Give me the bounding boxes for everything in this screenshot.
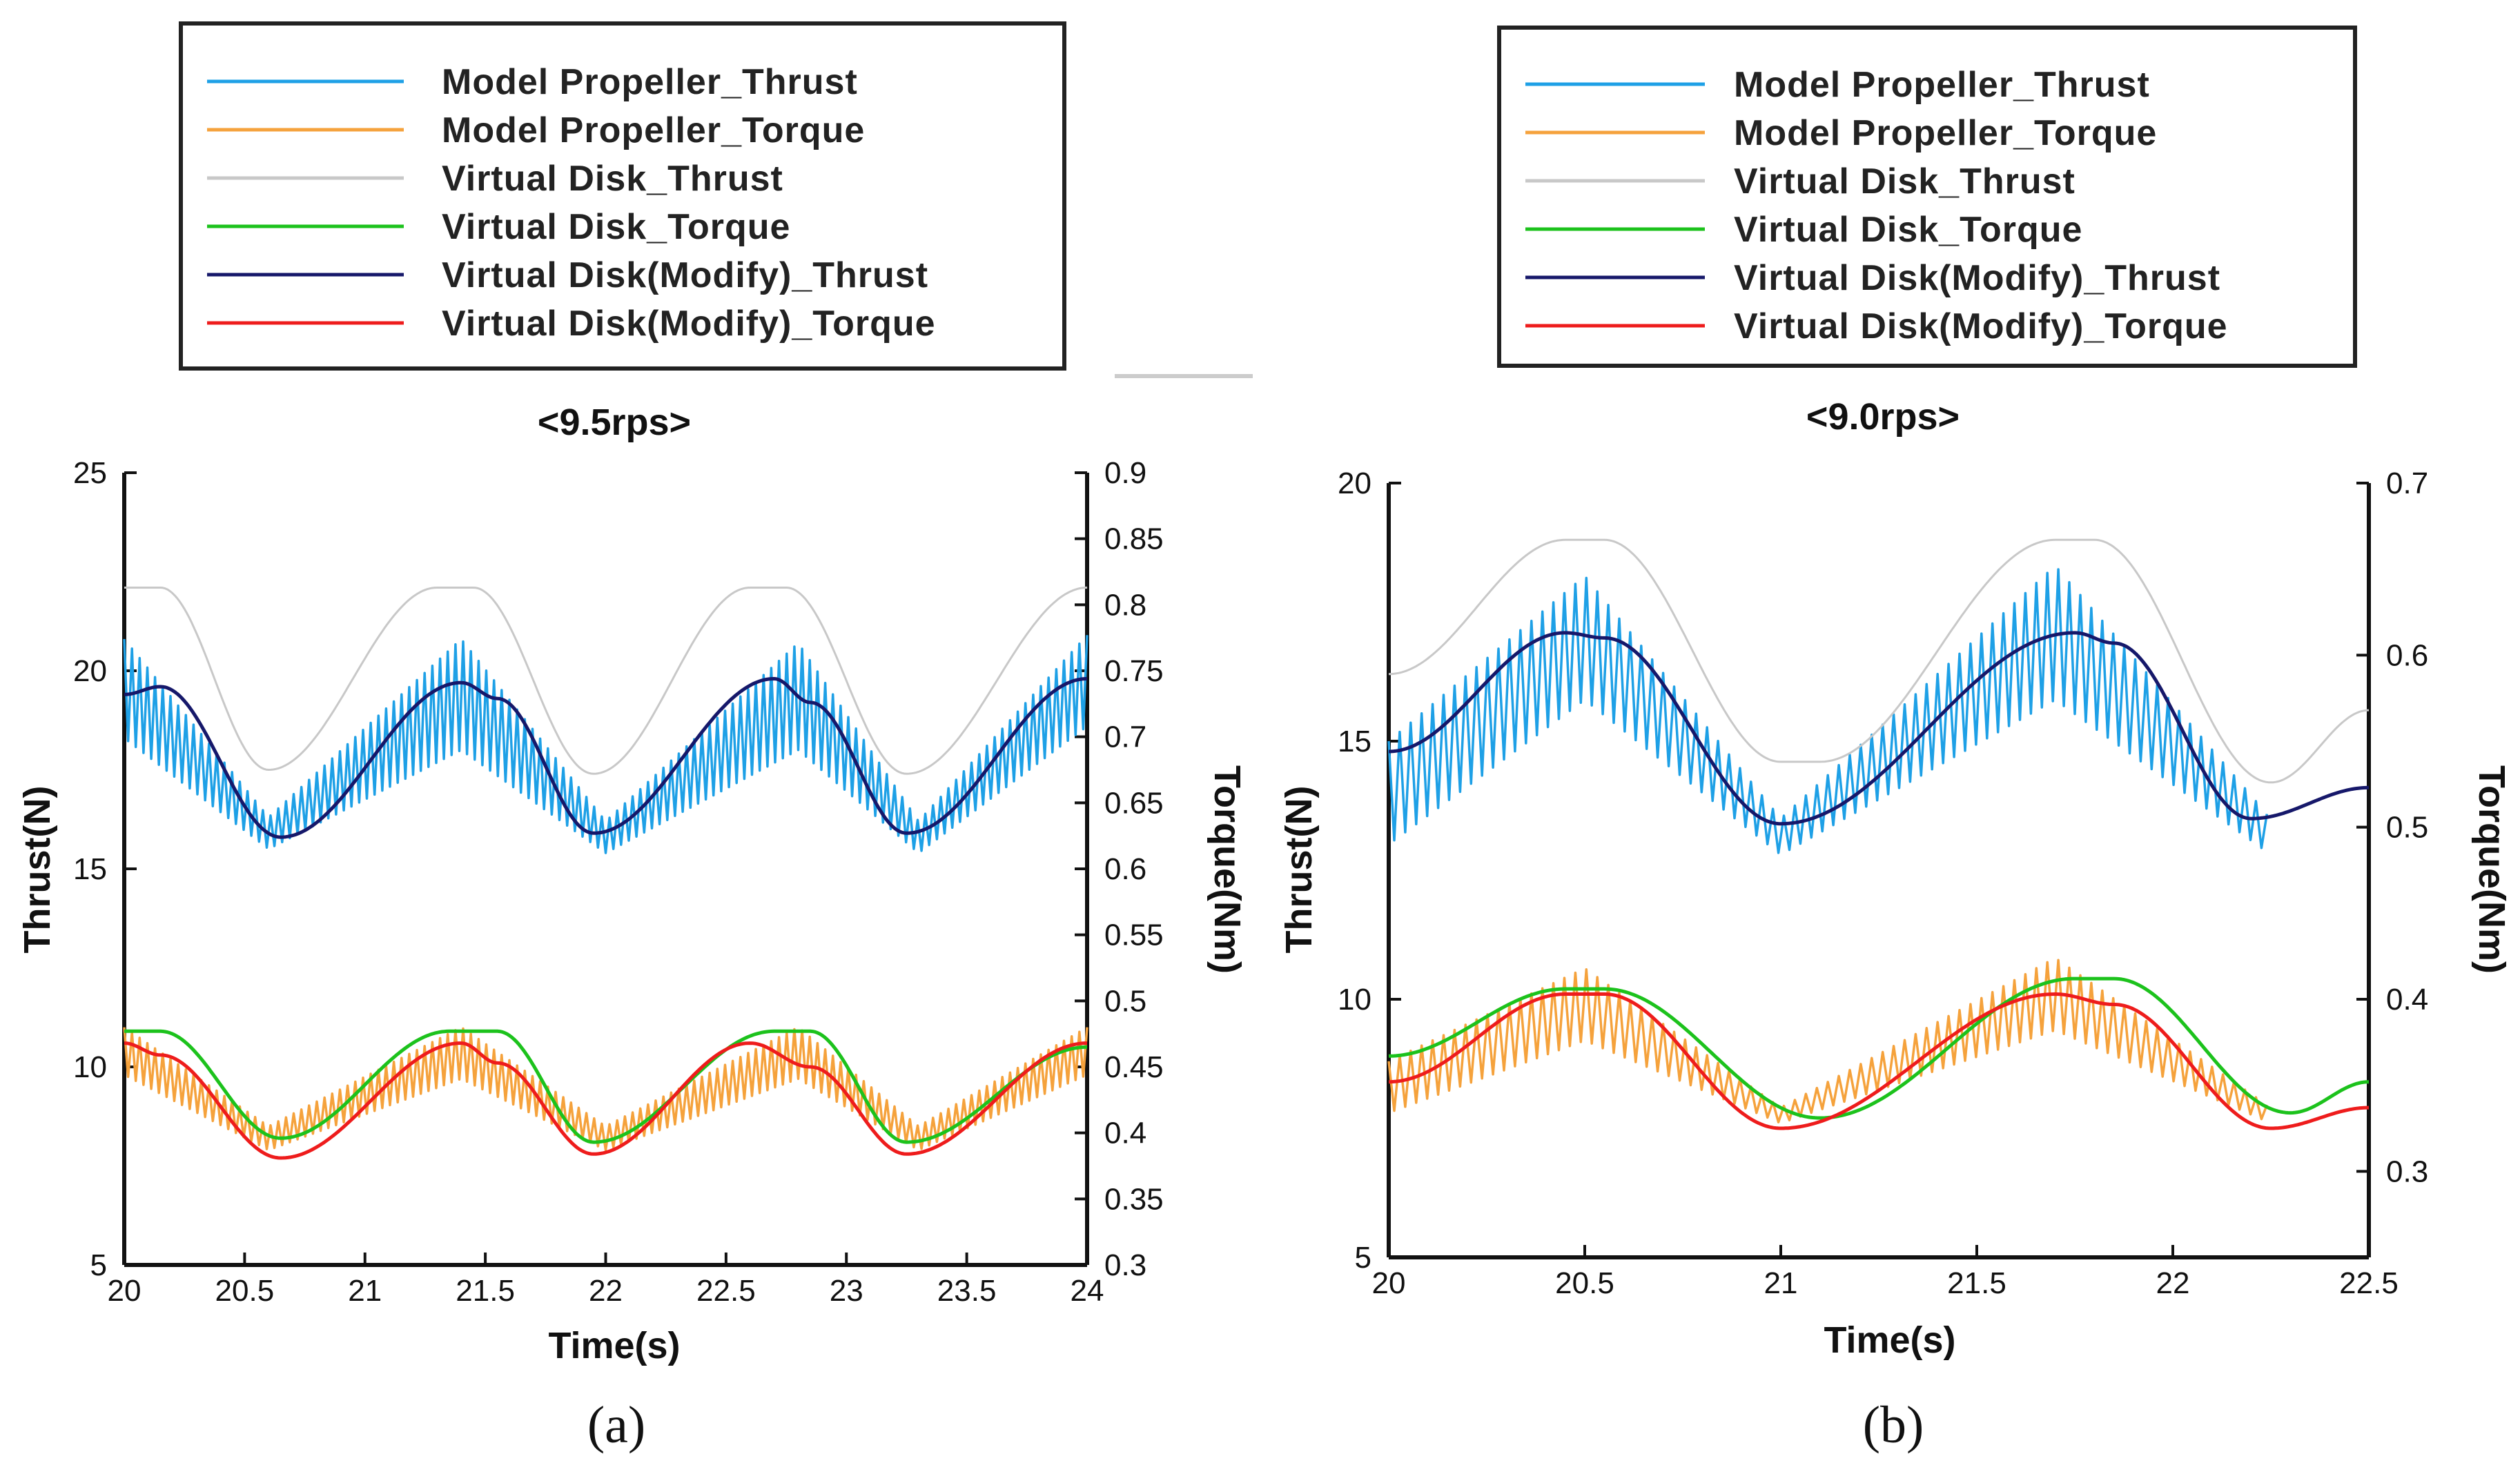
legend-label-b-4: Virtual Disk(Modify)_Thrust — [1734, 258, 2220, 298]
x-tick-label-b-2: 21 — [1764, 1266, 1798, 1300]
y2-tick-label-a-1: 0.35 — [1104, 1182, 1164, 1216]
x-tick-label-a-8: 24 — [1071, 1274, 1104, 1308]
legend-a: Model Propeller_Thrust Model Propeller_T… — [207, 62, 936, 344]
series-line-b-4 — [1388, 631, 2370, 826]
x-tick-label-b-1: 20.5 — [1555, 1266, 1614, 1300]
y2-tick-label-a-12: 0.9 — [1104, 456, 1146, 490]
y2-tick-label-b-4: 0.7 — [2386, 467, 2428, 500]
y-tick-label-b-1: 10 — [1338, 983, 1371, 1017]
legend-label-a-2: Virtual Disk_Thrust — [442, 159, 783, 199]
x-tick-label-a-7: 23.5 — [937, 1274, 997, 1308]
y-axis-label-b: Thrust(N) — [1278, 786, 1320, 954]
y2-tick-label-a-7: 0.65 — [1104, 786, 1164, 820]
x-tick-label-a-2: 21 — [348, 1274, 382, 1308]
series-line-a-3 — [124, 1029, 1088, 1144]
x-tick-label-b-3: 21.5 — [1947, 1266, 2006, 1300]
x-tick-label-a-6: 23 — [830, 1274, 863, 1308]
chart-title-a: <9.5rps> — [538, 402, 691, 443]
series-line-a-2 — [124, 587, 1088, 775]
y2-tick-label-a-6: 0.6 — [1104, 852, 1146, 886]
y-tick-label-a-2: 15 — [73, 852, 107, 886]
x-tick-label-a-3: 21.5 — [456, 1274, 515, 1308]
x-tick-label-b-0: 20 — [1372, 1266, 1406, 1300]
y2-axis-label-a: Torque(Nm) — [1207, 765, 1248, 974]
legend-label-a-3: Virtual Disk_Torque — [442, 207, 790, 247]
y2-tick-label-a-9: 0.75 — [1104, 654, 1164, 688]
y-tick-label-b-0: 5 — [1355, 1241, 1371, 1275]
y2-tick-label-a-4: 0.5 — [1104, 984, 1146, 1018]
plot-area-a: 20 20.5 21 21.5 22 22.5 23 23.5 24 5 10 15 20 25 0.3 0.… — [73, 456, 1164, 1308]
y2-tick-label-b-0: 0.3 — [2386, 1155, 2428, 1188]
y2-tick-label-a-10: 0.8 — [1104, 588, 1146, 622]
plot-area-b: 20 20.5 21 21.5 22 22.5 5 10 15 20 0.3 0.4 0.5 0.6 0.7 — [1338, 467, 2428, 1300]
y-tick-label-a-4: 25 — [73, 456, 107, 490]
y-axis-label-a: Thrust(N) — [17, 786, 58, 954]
x-tick-label-b-4: 22 — [2156, 1266, 2190, 1300]
series-line-b-0 — [1387, 568, 2269, 854]
caption-a: (a) — [587, 1396, 645, 1454]
y2-axis-label-b: Torque(Nm) — [2471, 765, 2512, 974]
y-tick-label-a-0: 5 — [90, 1248, 107, 1282]
series-line-a-0 — [123, 635, 1088, 854]
y-tick-label-b-3: 20 — [1338, 467, 1371, 500]
legend-label-a-1: Model Propeller_Torque — [442, 110, 865, 150]
x-axis-label-a: Time(s) — [548, 1325, 680, 1366]
y2-tick-label-b-3: 0.6 — [2386, 638, 2428, 672]
legend-label-b-1: Model Propeller_Torque — [1734, 113, 2157, 153]
chart-title-b: <9.0rps> — [1806, 396, 1960, 438]
legend-label-b-5: Virtual Disk(Modify)_Torque — [1734, 306, 2228, 346]
legend-label-a-0: Model Propeller_Thrust — [442, 62, 858, 102]
y2-tick-label-b-2: 0.5 — [2386, 811, 2428, 845]
legend-label-a-4: Virtual Disk(Modify)_Thrust — [442, 255, 928, 295]
y2-tick-label-a-11: 0.85 — [1104, 522, 1164, 556]
y2-tick-label-a-2: 0.4 — [1104, 1117, 1146, 1150]
series-line-a-4 — [124, 677, 1088, 839]
series-line-b-3 — [1388, 976, 2370, 1120]
y2-tick-label-a-0: 0.3 — [1104, 1248, 1146, 1282]
y-tick-label-b-2: 15 — [1338, 725, 1371, 758]
panel-b: Model Propeller_Thrust Model Propeller_T… — [1278, 26, 2512, 1454]
y-tick-label-a-1: 10 — [73, 1050, 107, 1084]
x-axis-label-b: Time(s) — [1824, 1319, 1955, 1361]
series-line-b-1 — [1387, 959, 2268, 1123]
series-line-a-1 — [123, 1027, 1088, 1152]
y2-tick-label-a-8: 0.7 — [1104, 720, 1146, 754]
x-tick-label-a-0: 20 — [108, 1274, 141, 1308]
x-tick-label-a-1: 20.5 — [215, 1274, 275, 1308]
caption-b: (b) — [1863, 1396, 1924, 1454]
y2-tick-label-a-3: 0.45 — [1104, 1050, 1164, 1084]
x-tick-label-b-5: 22.5 — [2339, 1266, 2399, 1300]
panel-a: Model Propeller_Thrust Model Propeller_T… — [17, 21, 1253, 1454]
y2-tick-label-b-1: 0.4 — [2386, 983, 2428, 1017]
series-line-b-2 — [1388, 538, 2370, 784]
legend-label-b-2: Virtual Disk_Thrust — [1734, 161, 2075, 202]
legend-label-b-0: Model Propeller_Thrust — [1734, 65, 2150, 105]
legend-label-a-5: Virtual Disk(Modify)_Torque — [442, 304, 936, 344]
series-line-a-5 — [124, 1041, 1087, 1160]
legend-label-b-3: Virtual Disk_Torque — [1734, 210, 2082, 250]
y2-tick-label-a-5: 0.55 — [1104, 919, 1164, 952]
series-line-b-5 — [1388, 992, 2369, 1130]
x-tick-label-a-4: 22 — [589, 1274, 623, 1308]
legend-b: Model Propeller_Thrust Model Propeller_T… — [1525, 65, 2228, 346]
x-tick-label-a-5: 22.5 — [696, 1274, 756, 1308]
y-tick-label-a-3: 20 — [73, 654, 107, 688]
